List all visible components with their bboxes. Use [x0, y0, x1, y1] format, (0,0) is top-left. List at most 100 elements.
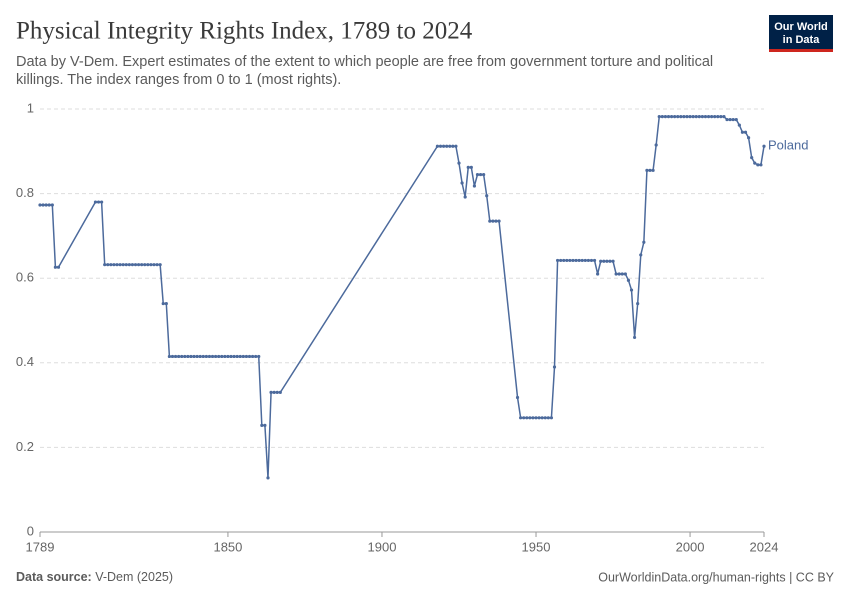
point: [740, 130, 745, 134]
x-tick-label: 2000: [676, 539, 705, 554]
point: [140, 263, 144, 267]
point: [713, 115, 717, 119]
point: [602, 259, 606, 263]
point: [93, 200, 98, 204]
point: [232, 354, 236, 359]
point: [435, 144, 440, 148]
point: [636, 301, 640, 306]
point: [192, 354, 196, 359]
point: [201, 354, 205, 359]
point: [146, 263, 150, 267]
point: [161, 301, 165, 306]
point: [753, 161, 757, 165]
point: [50, 203, 54, 207]
point: [722, 115, 726, 119]
point: [666, 115, 671, 119]
point: [44, 203, 48, 207]
point: [580, 258, 584, 263]
point: [620, 272, 624, 276]
point: [731, 117, 735, 122]
point: [47, 203, 51, 207]
point: [278, 390, 282, 395]
point: [531, 416, 535, 420]
point: [654, 143, 658, 147]
point: [167, 354, 171, 359]
logo[interactable]: Our World in Data: [769, 15, 833, 52]
point: [226, 354, 230, 359]
point: [136, 263, 141, 267]
point: [549, 416, 554, 420]
point: [100, 200, 104, 204]
point: [623, 272, 627, 276]
point: [710, 115, 714, 119]
point: [571, 258, 575, 263]
x-tick-label: 1850: [213, 539, 242, 554]
point: [96, 200, 101, 204]
point: [679, 115, 683, 119]
point: [515, 395, 520, 400]
point: [629, 288, 634, 292]
logo-text: Our World: [774, 21, 828, 33]
point: [244, 354, 249, 359]
point: [195, 354, 199, 359]
point: [247, 354, 252, 359]
point: [173, 354, 178, 359]
point: [565, 258, 569, 263]
point: [626, 278, 631, 282]
point: [263, 423, 267, 428]
point: [728, 117, 732, 122]
x-tick-label: 2024: [750, 539, 779, 554]
point: [540, 416, 544, 420]
point: [235, 354, 239, 359]
point: [457, 161, 461, 165]
y-tick-label: 1: [27, 100, 34, 115]
point: [112, 263, 116, 267]
point: [438, 144, 443, 148]
point: [118, 263, 122, 267]
y-tick-label: 0.2: [16, 439, 34, 454]
point: [494, 219, 498, 223]
point: [756, 163, 760, 167]
y-tick-label: 0.8: [16, 185, 34, 200]
point: [611, 259, 615, 263]
point: [750, 156, 754, 160]
point: [220, 354, 224, 359]
point: [676, 115, 680, 119]
point: [121, 263, 125, 267]
point: [586, 258, 590, 263]
source-label: Data source:: [16, 570, 92, 584]
y-tick-label: 0: [27, 523, 34, 538]
point: [127, 263, 131, 267]
logo-bar: [769, 49, 833, 52]
chart-title: Physical Integrity Rights Index, 1789 to…: [16, 18, 473, 45]
point: [451, 144, 455, 148]
logo-box: [769, 15, 833, 52]
point: [149, 263, 153, 267]
point: [694, 115, 698, 119]
series-line: [40, 115, 765, 478]
point: [143, 263, 147, 267]
point: [568, 258, 572, 263]
point: [254, 354, 258, 359]
point: [725, 117, 729, 122]
point: [103, 263, 107, 267]
point: [115, 263, 119, 267]
point: [210, 354, 215, 359]
point: [605, 259, 609, 263]
point: [152, 263, 156, 267]
series-label: Poland: [768, 138, 808, 153]
point: [706, 115, 711, 119]
point: [716, 115, 720, 119]
point: [669, 115, 674, 119]
point: [673, 115, 677, 119]
x-tick-label: 1950: [522, 539, 551, 554]
point: [583, 258, 587, 263]
point: [688, 115, 692, 119]
y-tick-label: 0.6: [16, 270, 34, 285]
point: [106, 263, 110, 267]
point: [485, 194, 489, 198]
point: [158, 263, 162, 267]
point: [562, 258, 566, 263]
footer-link[interactable]: OurWorldinData.org/human-rights | CC BY: [598, 570, 834, 584]
